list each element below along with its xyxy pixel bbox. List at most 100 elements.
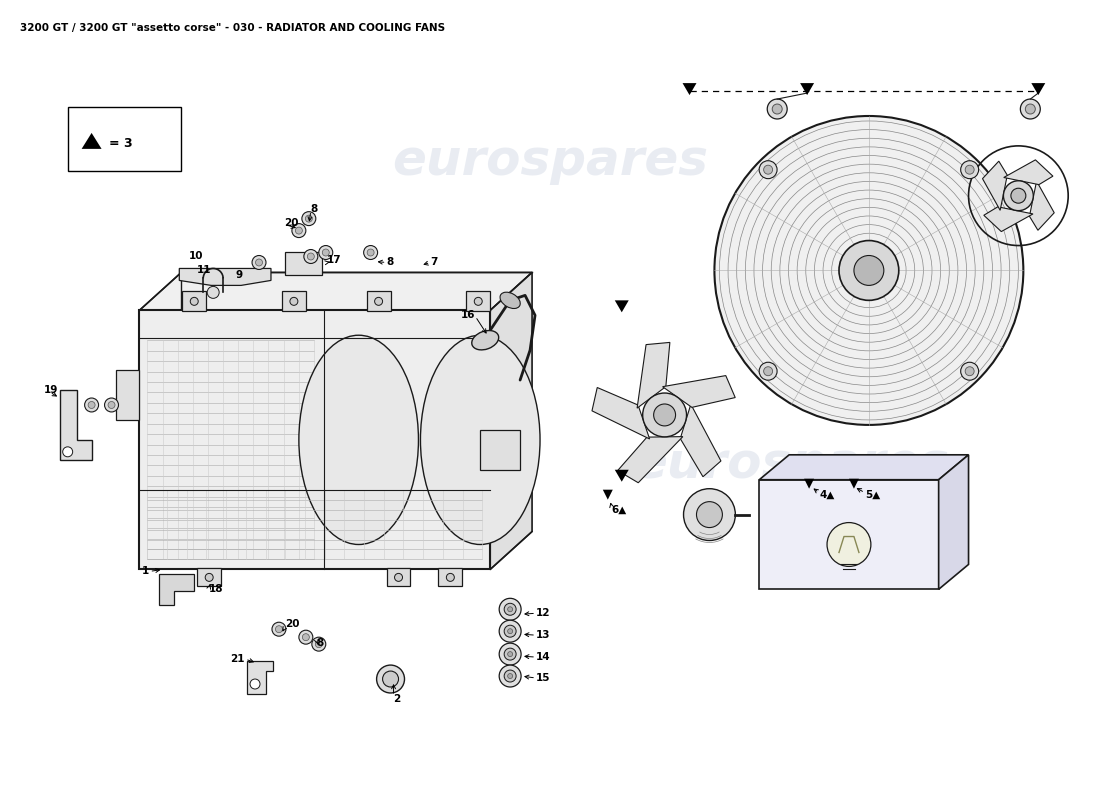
Circle shape bbox=[683, 489, 736, 541]
FancyBboxPatch shape bbox=[285, 251, 322, 275]
Text: 8: 8 bbox=[317, 638, 324, 648]
Text: 4▲: 4▲ bbox=[820, 490, 835, 500]
Circle shape bbox=[1021, 99, 1041, 119]
Circle shape bbox=[383, 671, 398, 687]
Circle shape bbox=[653, 404, 675, 426]
Circle shape bbox=[763, 166, 772, 174]
Circle shape bbox=[499, 620, 521, 642]
Circle shape bbox=[304, 250, 318, 263]
Circle shape bbox=[504, 648, 516, 660]
Circle shape bbox=[190, 298, 198, 306]
Circle shape bbox=[504, 603, 516, 615]
Polygon shape bbox=[248, 661, 273, 694]
Circle shape bbox=[507, 606, 513, 612]
Text: = 3: = 3 bbox=[109, 138, 132, 150]
Circle shape bbox=[108, 402, 115, 409]
Text: 20: 20 bbox=[285, 619, 299, 630]
Text: 6▲: 6▲ bbox=[612, 505, 627, 514]
Text: 10: 10 bbox=[189, 250, 204, 261]
Ellipse shape bbox=[500, 292, 520, 309]
Circle shape bbox=[301, 212, 316, 226]
FancyBboxPatch shape bbox=[366, 291, 390, 311]
Circle shape bbox=[714, 116, 1023, 425]
Circle shape bbox=[88, 402, 95, 409]
Text: 9: 9 bbox=[235, 270, 243, 281]
Text: 5▲: 5▲ bbox=[865, 490, 880, 500]
Text: 3200 GT / 3200 GT "assetto corse" - 030 - RADIATOR AND COOLING FANS: 3200 GT / 3200 GT "assetto corse" - 030 … bbox=[20, 23, 446, 34]
Text: 13: 13 bbox=[536, 630, 550, 640]
FancyBboxPatch shape bbox=[282, 291, 306, 311]
Circle shape bbox=[299, 630, 312, 644]
Circle shape bbox=[1025, 104, 1035, 114]
Circle shape bbox=[63, 447, 73, 457]
Text: 20: 20 bbox=[284, 218, 298, 228]
Text: eurospares: eurospares bbox=[634, 440, 949, 488]
Circle shape bbox=[499, 643, 521, 665]
Text: 19: 19 bbox=[44, 385, 58, 395]
FancyBboxPatch shape bbox=[197, 569, 221, 586]
Circle shape bbox=[499, 598, 521, 620]
Circle shape bbox=[250, 679, 260, 689]
Circle shape bbox=[642, 393, 686, 437]
Circle shape bbox=[696, 502, 723, 527]
Polygon shape bbox=[59, 390, 91, 460]
Circle shape bbox=[504, 670, 516, 682]
Circle shape bbox=[839, 241, 899, 300]
Circle shape bbox=[255, 259, 263, 266]
Polygon shape bbox=[982, 161, 1008, 210]
Text: 18: 18 bbox=[209, 584, 223, 594]
Circle shape bbox=[827, 522, 871, 566]
Circle shape bbox=[763, 366, 772, 376]
Text: 7: 7 bbox=[430, 258, 438, 267]
Circle shape bbox=[316, 641, 322, 648]
FancyBboxPatch shape bbox=[183, 291, 206, 311]
Circle shape bbox=[759, 362, 777, 380]
Text: 14: 14 bbox=[536, 652, 551, 662]
Polygon shape bbox=[938, 455, 968, 590]
Polygon shape bbox=[849, 478, 859, 489]
Polygon shape bbox=[759, 480, 938, 590]
Circle shape bbox=[759, 161, 777, 178]
Circle shape bbox=[319, 246, 333, 259]
Polygon shape bbox=[983, 206, 1033, 231]
Polygon shape bbox=[179, 269, 271, 286]
Polygon shape bbox=[81, 133, 101, 149]
Ellipse shape bbox=[299, 335, 418, 545]
Circle shape bbox=[965, 166, 975, 174]
FancyBboxPatch shape bbox=[68, 107, 182, 170]
FancyBboxPatch shape bbox=[466, 291, 491, 311]
Circle shape bbox=[311, 637, 326, 651]
Polygon shape bbox=[800, 83, 814, 95]
Circle shape bbox=[376, 665, 405, 693]
Text: eurospares: eurospares bbox=[392, 137, 708, 185]
Circle shape bbox=[772, 104, 782, 114]
Circle shape bbox=[272, 622, 286, 636]
Circle shape bbox=[447, 574, 454, 582]
Text: 12: 12 bbox=[536, 608, 550, 618]
Polygon shape bbox=[160, 574, 195, 606]
Polygon shape bbox=[116, 370, 140, 420]
Circle shape bbox=[104, 398, 119, 412]
Circle shape bbox=[965, 366, 975, 376]
Circle shape bbox=[375, 298, 383, 306]
Text: 16: 16 bbox=[461, 310, 475, 320]
FancyBboxPatch shape bbox=[386, 569, 410, 586]
Text: 11: 11 bbox=[197, 266, 211, 275]
Ellipse shape bbox=[420, 335, 540, 545]
Text: 8: 8 bbox=[311, 204, 318, 214]
Text: 8: 8 bbox=[386, 258, 394, 267]
Text: 15: 15 bbox=[536, 673, 550, 683]
Circle shape bbox=[302, 634, 309, 641]
Polygon shape bbox=[682, 83, 696, 95]
Circle shape bbox=[206, 574, 213, 582]
Polygon shape bbox=[759, 455, 968, 480]
Text: 1: 1 bbox=[142, 566, 150, 577]
Circle shape bbox=[296, 227, 303, 234]
Circle shape bbox=[1003, 181, 1033, 210]
Polygon shape bbox=[481, 430, 520, 470]
Circle shape bbox=[307, 253, 315, 260]
Polygon shape bbox=[1030, 181, 1054, 230]
Text: 2: 2 bbox=[394, 694, 400, 704]
Text: 21: 21 bbox=[231, 654, 245, 664]
Polygon shape bbox=[491, 273, 532, 570]
